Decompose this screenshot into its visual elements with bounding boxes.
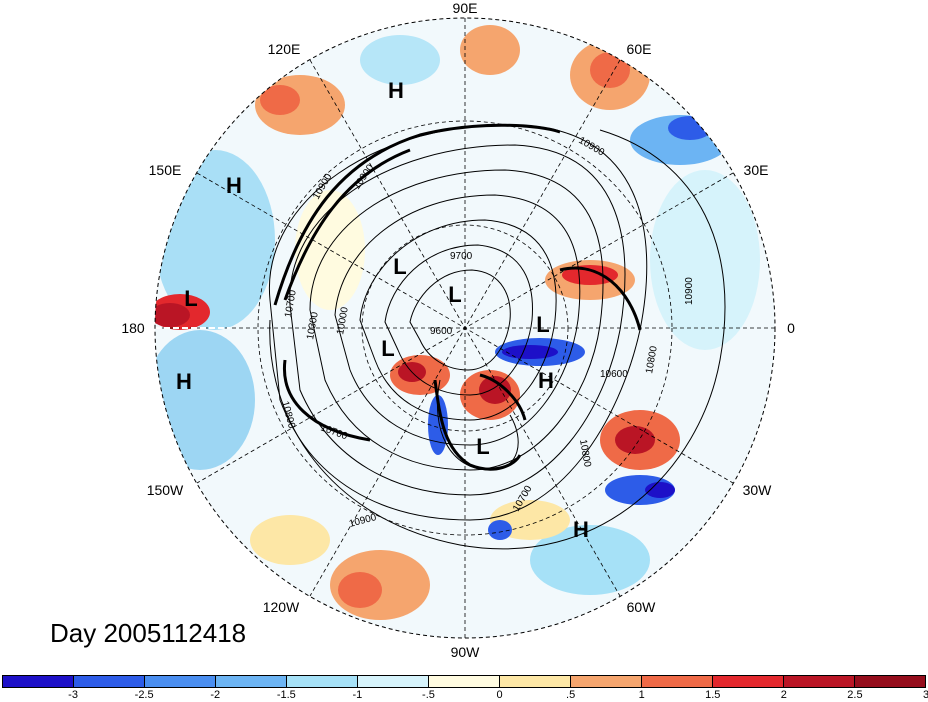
contour-label: 10300 <box>305 311 321 341</box>
day-title: Day 2005112418 <box>50 618 247 648</box>
pressure-center: H <box>538 368 554 393</box>
colorbar-swatch <box>855 676 925 687</box>
colorbar-tick-label: 1 <box>638 689 645 701</box>
colorbar: -3 -2.5 -2 -1.5 -1 -.5 0 .5 1 1.5 2 2.5 3 <box>0 674 928 702</box>
colorbar-tick-label: -.5 <box>422 689 435 701</box>
graticule <box>155 18 775 638</box>
jet-contours <box>273 123 642 471</box>
lon-label: 60W <box>627 599 657 615</box>
colorbar-tick-label: -1 <box>352 689 363 701</box>
lon-label: 0 <box>787 320 795 336</box>
lon-label: 120W <box>263 599 300 615</box>
colorbar-swatch <box>713 676 784 687</box>
colorbar-swatch <box>784 676 855 687</box>
lon-label: 150W <box>147 482 184 498</box>
contour-label: 10700 <box>283 289 299 319</box>
colorbar-tick-label: 2.5 <box>847 689 863 701</box>
colorbar-tick-label: -2.5 <box>134 689 154 701</box>
colorbar-tick-label: 3 <box>922 689 928 701</box>
pressure-centers: H H L H L L L L H L H <box>176 78 589 542</box>
contour-label: 10900 <box>684 277 695 305</box>
lon-label: 90E <box>453 0 478 16</box>
pressure-center: L <box>393 254 406 279</box>
colorbar-tick-label: 0 <box>496 689 503 701</box>
colorbar-swatch <box>3 676 74 687</box>
map-boundary <box>154 17 776 639</box>
pressure-center: L <box>536 312 549 337</box>
pressure-center: L <box>476 434 489 459</box>
pressure-center: H <box>388 78 404 103</box>
colorbar-tick-label: -2 <box>210 689 221 701</box>
lon-label: 150E <box>149 162 182 178</box>
pressure-center: H <box>573 517 589 542</box>
colorbar-tick-label: -1.5 <box>276 689 296 701</box>
lon-label: 120E <box>268 41 301 57</box>
colorbar-tick-label: .5 <box>566 689 576 701</box>
colorbar-swatch <box>429 676 500 687</box>
colorbar-tick-label: 1.5 <box>705 689 721 701</box>
colorbar-swatch <box>74 676 145 687</box>
colorbar-tick-label: 2 <box>780 689 787 701</box>
colorbar-swatch <box>358 676 429 687</box>
lon-label: 90W <box>451 644 481 660</box>
pressure-center: L <box>381 336 394 361</box>
contour-value-labels: 10900 10900 10900 10900 9700 9600 10000 … <box>279 135 695 530</box>
contour-label: 10600 <box>600 369 628 380</box>
colorbar-swatch <box>145 676 216 687</box>
colorbar-swatch <box>500 676 571 687</box>
contour-label: 10800 <box>644 345 660 375</box>
contour-label: 10000 <box>335 306 351 336</box>
lon-label: 60E <box>627 41 652 57</box>
colorbar-swatch <box>571 676 642 687</box>
colorbar-swatch <box>287 676 358 687</box>
contour-label: 9600 <box>430 326 453 337</box>
contour-label: 9700 <box>450 251 473 262</box>
lon-label: 180 <box>121 320 145 336</box>
contour-label: 10800 <box>577 439 593 469</box>
pressure-center: H <box>176 369 192 394</box>
pressure-center: L <box>448 282 461 307</box>
lon-label: 30E <box>744 162 769 178</box>
colorbar-tick-label: -3 <box>68 689 78 701</box>
longitude-labels: 90E 60E 30E 0 30W 60W 90W 120W 150W 180 … <box>121 0 795 660</box>
lon-label: 30W <box>743 482 773 498</box>
colorbar-swatch <box>642 676 713 687</box>
colorbar-swatch <box>216 676 287 687</box>
polar-map: H H L H L L L L H L H 10900 10900 10900 … <box>121 0 795 660</box>
pressure-center: L <box>184 286 197 311</box>
colorbar-swatches <box>2 675 926 688</box>
pressure-center: H <box>226 173 242 198</box>
